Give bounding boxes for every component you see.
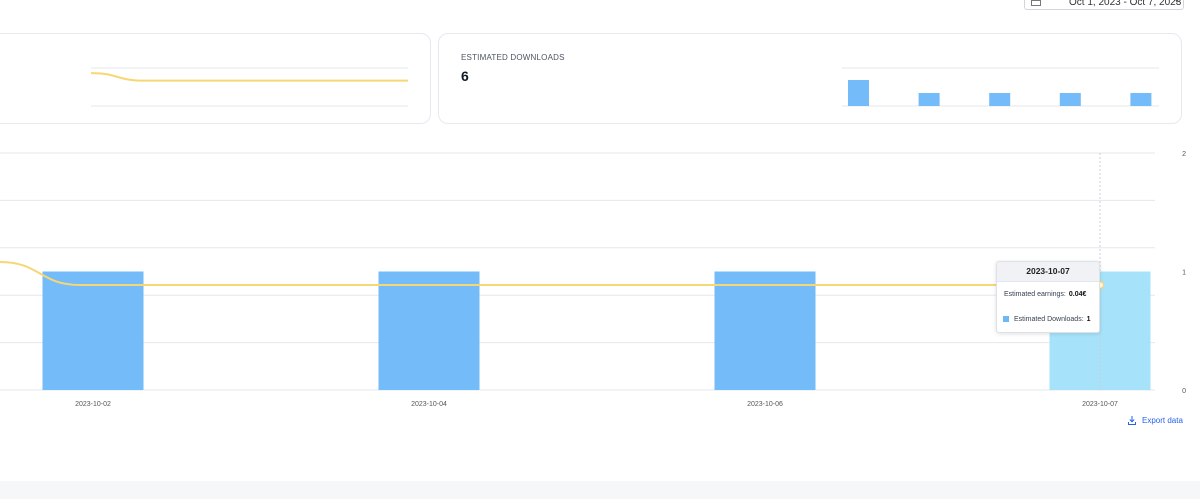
tooltip-earnings-label: Estimated earnings: [1004,291,1066,298]
y-tick-label: 0 [1182,388,1186,395]
download-icon [1128,416,1136,425]
date-range-label: Oct 1, 2023 - Oct 7, 2023 [1069,0,1182,8]
earnings-line [0,261,1100,286]
x-tick-label: 2023-10-07 [1082,401,1118,408]
earnings-mini-chart [90,67,408,107]
downloads-mini-chart [842,67,1159,107]
downloads-bar [848,80,869,106]
tooltip-downloads-value: 1 [1086,316,1091,323]
y-tick-label: 2 [1182,151,1186,158]
downloads-bar [714,271,816,390]
page-footer-band [0,481,1200,499]
downloads-bar [1059,93,1081,106]
y-tick-label: 1 [1182,270,1186,277]
chart-tooltip: 2023-10-07 Estimated earnings: 0.04€ Esti… [996,261,1100,333]
x-tick-label: 2023-10-02 [75,401,111,408]
date-range-picker[interactable]: Oct 1, 2023 - Oct 7, 2023 ▼ [1024,0,1184,10]
calendar-icon [1031,0,1041,6]
tooltip-earnings-value: 0.04€ [1068,291,1087,298]
chevron-down-icon: ▼ [1173,0,1181,5]
earnings-line [90,72,408,82]
tooltip-downloads-label: Estimated Downloads: [1014,316,1084,323]
downloads-bar [918,93,940,106]
earnings-summary-card [0,33,431,124]
downloads-bar [989,93,1011,106]
tooltip-date: 2023-10-07 [997,262,1099,282]
downloads-bar [1130,93,1152,106]
x-tick-label: 2023-10-04 [411,401,447,408]
legend-swatch [1003,316,1009,322]
downloads-summary-card: ESTIMATED DOWNLOADS 6 [438,33,1182,124]
tooltip-earnings-row: Estimated earnings: 0.04€ [1004,291,1086,298]
card-value: 6 [461,68,469,84]
x-tick-label: 2023-10-06 [747,401,783,408]
card-title: ESTIMATED DOWNLOADS [461,53,565,62]
export-data-link[interactable]: Export data [1128,416,1183,425]
tooltip-downloads-row: Estimated Downloads: 1 [1003,316,1091,323]
downloads-bar [378,271,480,390]
downloads-bar [42,271,144,390]
export-data-label: Export data [1142,416,1183,425]
